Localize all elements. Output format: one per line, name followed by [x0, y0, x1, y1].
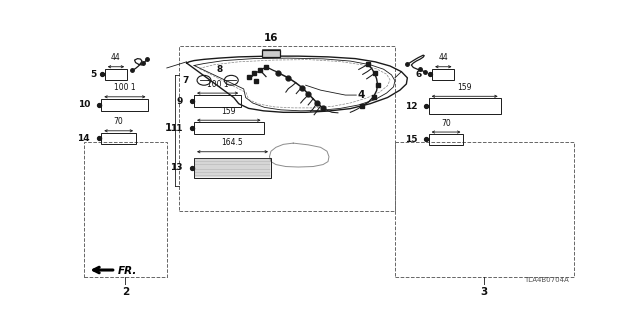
- Bar: [101, 99, 148, 111]
- Text: 10: 10: [77, 100, 90, 109]
- Text: 2: 2: [122, 287, 129, 297]
- Text: 159: 159: [458, 83, 472, 92]
- Bar: [105, 69, 127, 80]
- Text: 6: 6: [416, 70, 422, 79]
- Bar: [84, 142, 167, 277]
- Bar: [194, 158, 271, 178]
- Text: 100 1: 100 1: [207, 80, 228, 89]
- Text: 159: 159: [221, 107, 236, 116]
- Text: 5: 5: [90, 70, 97, 79]
- Text: 100 1: 100 1: [114, 84, 136, 92]
- Text: TLA4B0704A: TLA4B0704A: [524, 277, 568, 283]
- Bar: [432, 69, 454, 80]
- Text: 15: 15: [404, 135, 417, 144]
- Bar: [194, 95, 241, 108]
- Text: 16: 16: [264, 33, 278, 43]
- Text: 70: 70: [114, 117, 124, 126]
- Text: 14: 14: [77, 134, 90, 143]
- Bar: [262, 50, 280, 57]
- Bar: [395, 142, 573, 277]
- Text: 12: 12: [404, 102, 417, 111]
- Text: 70: 70: [441, 119, 451, 128]
- Text: 1: 1: [164, 123, 172, 133]
- Text: 8: 8: [217, 65, 223, 74]
- Text: 13: 13: [170, 163, 182, 172]
- Bar: [179, 46, 395, 211]
- Text: 164.5: 164.5: [221, 138, 243, 147]
- Text: 9: 9: [176, 97, 182, 106]
- Text: 11: 11: [170, 124, 182, 133]
- Text: 44: 44: [111, 53, 121, 62]
- Text: 3: 3: [481, 287, 488, 297]
- Text: 4: 4: [358, 90, 365, 100]
- Bar: [429, 98, 500, 114]
- Text: 7: 7: [183, 76, 189, 85]
- Bar: [429, 134, 463, 145]
- Bar: [194, 122, 264, 134]
- Bar: [101, 133, 136, 144]
- Text: 44: 44: [438, 53, 448, 62]
- Text: FR.: FR.: [118, 266, 137, 276]
